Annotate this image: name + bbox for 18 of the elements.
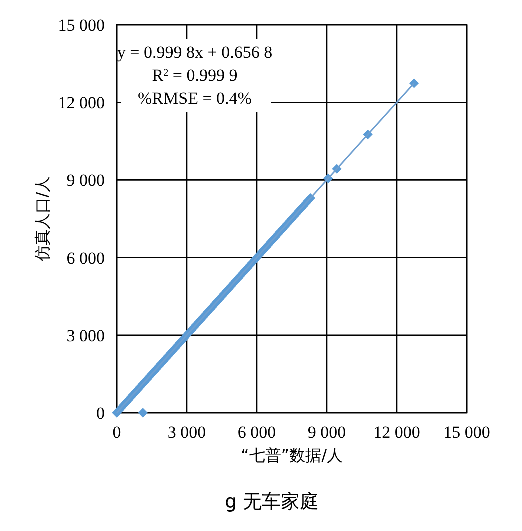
text: g 无车家庭 xyxy=(224,491,320,513)
x-tick-label: 6 000 xyxy=(238,423,276,442)
x-tick-label: 15 000 xyxy=(444,423,490,442)
x-tick-label: 0 xyxy=(112,423,122,442)
annotation: y = 0.999 8x + 0.656 8 xyxy=(117,43,273,62)
y-tick-label: 12 000 xyxy=(58,94,105,113)
x-tick-label: 3 000 xyxy=(168,423,206,442)
x-axis-title: “七普”数据/人 xyxy=(241,446,343,465)
x-tick-label: 9 000 xyxy=(308,423,346,442)
y-axis-title: 仿真人口/人 xyxy=(33,176,52,263)
y-tick-label: 6 000 xyxy=(66,248,105,268)
x-tick-label: 12 000 xyxy=(374,423,420,442)
y-tick-label: 0 xyxy=(96,404,105,423)
y-tick-label: 15 000 xyxy=(58,16,105,35)
y-tick-label: 3 000 xyxy=(66,326,105,346)
y-tick-label: 9 000 xyxy=(66,171,105,190)
annotation: %RMSE = 0.4% xyxy=(138,89,252,108)
annotation: R$^{2}$ = 0.999 9 xyxy=(152,66,238,85)
